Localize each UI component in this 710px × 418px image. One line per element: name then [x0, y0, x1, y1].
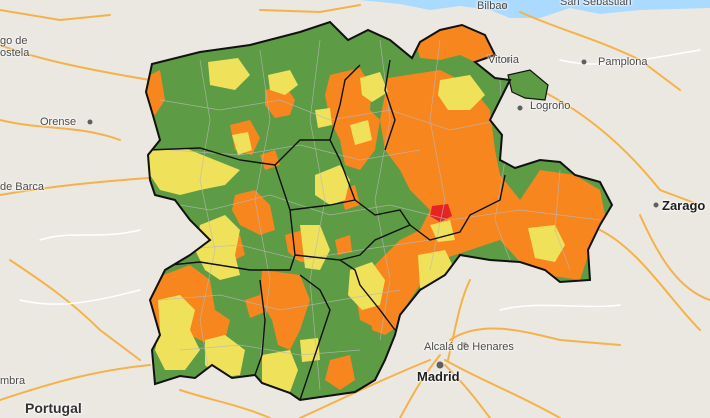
label-madrid: Madrid	[417, 369, 460, 384]
label-pamplona: Pamplona	[598, 56, 648, 68]
label-portugal: Portugal	[25, 400, 82, 416]
label-san-sebastian: San Sebastián	[560, 0, 632, 8]
logrono-dot	[517, 105, 523, 111]
label-santiago-1: go de	[0, 35, 28, 47]
city-markers	[87, 3, 659, 369]
region-outline	[144, 20, 614, 402]
label-bilbao: Bilbao	[477, 0, 508, 12]
label-santiago-2: ostela	[0, 47, 30, 59]
zaragoza-dot	[653, 202, 659, 208]
label-logrono: Logroño	[530, 100, 571, 112]
label-coimbra: mbra	[0, 375, 26, 387]
neighbor-border	[507, 69, 549, 101]
label-zaragoza: Zarago	[662, 198, 706, 213]
label-orense: Orense	[40, 116, 77, 128]
label-alcala: Alcalá de Henares	[424, 341, 514, 353]
sea-area	[360, 0, 710, 18]
pamplona-dot	[581, 59, 587, 65]
label-barca: de Barca	[0, 181, 45, 193]
level-very-high-area	[430, 204, 452, 222]
madrid-dot	[436, 361, 444, 369]
vitoria-dot	[505, 57, 511, 63]
orense-dot	[87, 119, 93, 125]
neighbor-low-area	[508, 70, 548, 100]
province-borders	[147, 59, 506, 400]
road-network	[0, 4, 710, 418]
label-vitoria: Vitoria	[488, 54, 519, 66]
alcala-dot	[462, 342, 468, 348]
bilbao-dot	[501, 3, 507, 9]
